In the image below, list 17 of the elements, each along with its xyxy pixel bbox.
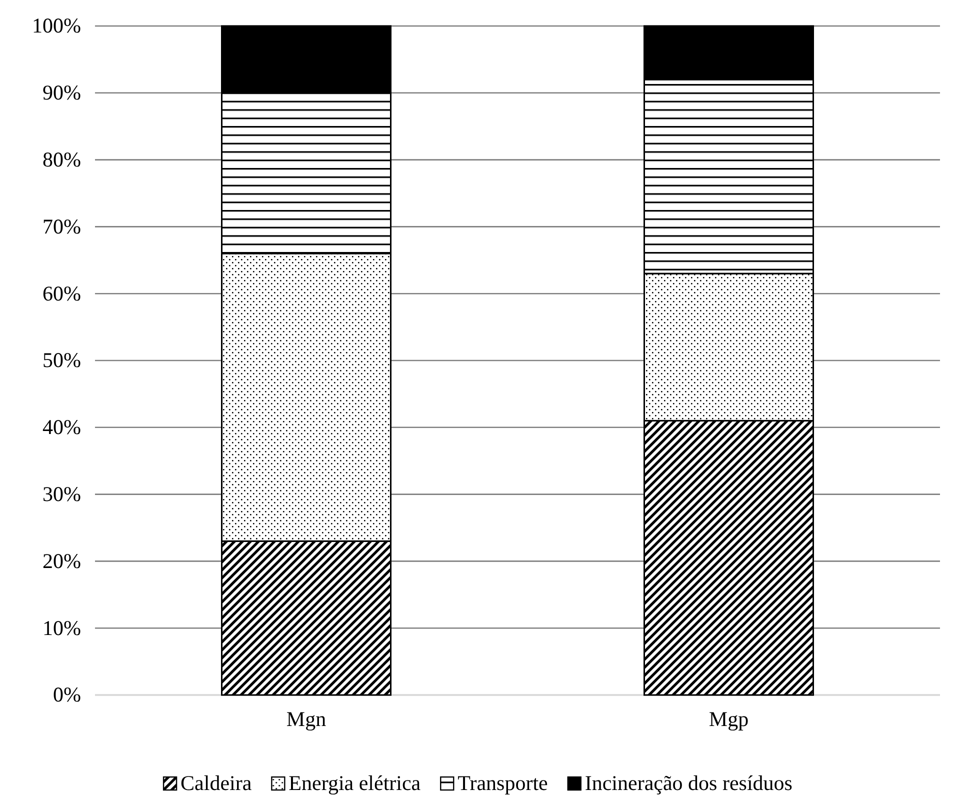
x-tick-label: Mgn [286,706,327,731]
y-tick-label: 20% [42,548,81,573]
y-tick-label: 80% [42,148,81,172]
y-tick-label: 30% [42,482,81,506]
y-tick-label: 50% [42,348,81,372]
y-tick-label: 60% [42,281,81,306]
y-tick-label: 0% [53,682,81,707]
y-tick-label: 10% [42,616,81,640]
legend-label: Incineração dos resíduos [584,771,792,795]
y-tick-label: 90% [42,80,81,105]
y-tick-label: 70% [42,214,81,238]
y-tick-label: 100% [32,14,81,38]
y-tick-label: 40% [42,415,81,440]
legend-label: Transporte [458,771,548,795]
legend-label: Energia elétrica [288,771,422,795]
x-tick-label: Mgp [708,706,749,731]
legend-label: Caldeira [180,771,252,795]
